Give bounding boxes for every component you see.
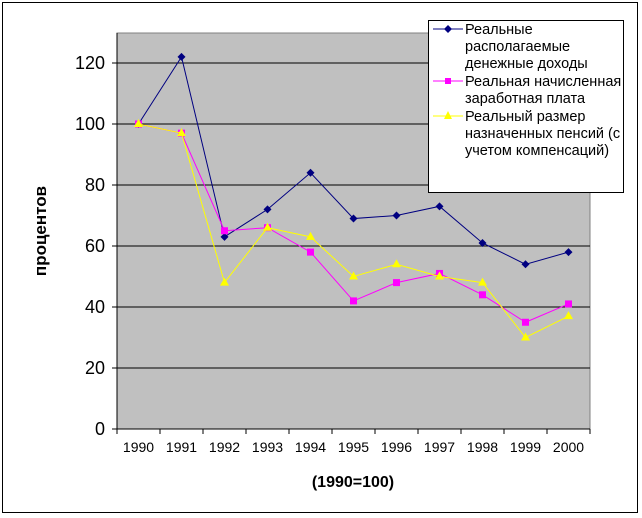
data-point	[177, 52, 186, 61]
data-point	[349, 214, 358, 223]
x-tick-label: 1996	[381, 439, 412, 455]
x-tick-label: 1994	[295, 439, 326, 455]
legend-item: Реальная начисленная заработная плата	[429, 73, 623, 108]
data-point	[478, 238, 487, 247]
legend-label: Реальный размер назначенных пенсий (с уч…	[465, 109, 621, 159]
y-tick-label: 60	[85, 236, 105, 256]
data-point	[521, 260, 530, 269]
data-point	[306, 168, 315, 177]
legend-item: Реальный размер назначенных пенсий (с уч…	[429, 108, 623, 160]
data-point	[263, 205, 272, 214]
data-point	[564, 248, 573, 257]
x-tick-label: 1998	[467, 439, 498, 455]
data-point	[220, 277, 229, 286]
data-point	[393, 279, 400, 287]
data-point	[479, 291, 486, 299]
y-tick-label: 120	[75, 53, 105, 73]
x-tick-label: 1995	[338, 439, 369, 455]
legend-label: Реальные располагаемые денежные доходы	[465, 22, 588, 72]
data-point	[350, 297, 357, 305]
x-tick-label: 2000	[553, 439, 584, 455]
data-point	[392, 259, 401, 268]
data-point	[521, 332, 530, 341]
y-tick-label: 40	[85, 297, 105, 317]
data-point	[220, 232, 229, 241]
x-tick-label: 1993	[252, 439, 283, 455]
x-axis-label: (1990=100)	[312, 474, 394, 491]
data-point	[307, 248, 314, 256]
data-point	[306, 231, 315, 240]
data-point	[392, 211, 401, 220]
legend: Реальные располагаемые денежные доходы Р…	[428, 20, 624, 193]
data-point	[435, 202, 444, 211]
data-point	[522, 318, 529, 326]
data-point	[221, 227, 228, 235]
y-tick-label: 20	[85, 358, 105, 378]
data-point	[349, 271, 358, 280]
x-tick-label: 1997	[424, 439, 455, 455]
data-point	[435, 271, 444, 280]
data-point	[263, 222, 272, 231]
y-tick-label: 0	[95, 419, 105, 439]
data-point	[565, 300, 572, 308]
y-tick-label: 100	[75, 114, 105, 134]
y-axis-label: процентов	[31, 186, 50, 276]
legend-item: Реальные располагаемые денежные доходы	[429, 21, 623, 73]
y-tick-label: 80	[85, 175, 105, 195]
x-tick-label: 1992	[209, 439, 240, 455]
data-point	[564, 311, 573, 320]
data-point	[177, 128, 186, 137]
x-tick-label: 1999	[510, 439, 541, 455]
x-tick-label: 1990	[123, 439, 154, 455]
data-point	[478, 277, 487, 286]
legend-label: Реальная начисленная заработная плата	[465, 74, 622, 107]
data-point	[134, 119, 143, 127]
x-tick-label: 1991	[166, 439, 197, 455]
